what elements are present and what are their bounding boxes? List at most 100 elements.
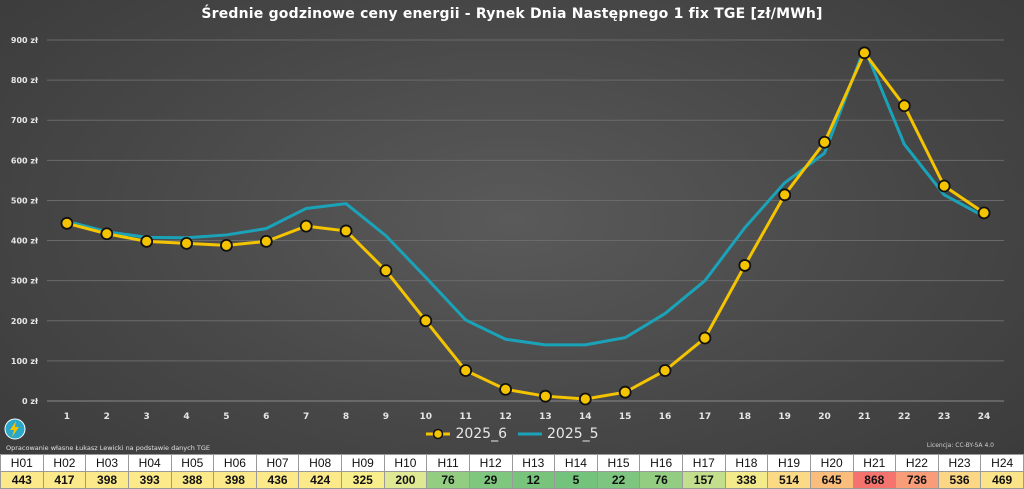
hour-header-cell: H24 <box>980 454 1024 472</box>
y-tick-label: 500 zł <box>11 196 39 205</box>
hour-value-cell: 645 <box>809 471 854 489</box>
data-point-series-1 <box>459 364 473 377</box>
hour-value-cell: 417 <box>42 471 87 489</box>
hour-header-cell: H15 <box>596 454 641 472</box>
series-line-2 <box>66 46 985 347</box>
hour-value-cell: 393 <box>127 471 172 489</box>
y-tick-label: 600 zł <box>11 156 39 165</box>
data-point-series-1 <box>140 234 154 248</box>
data-point-series-1 <box>299 219 313 233</box>
hour-header-cell: H19 <box>767 454 811 472</box>
hour-header-cell: H09 <box>341 454 385 472</box>
hour-header-cell: H17 <box>682 454 726 472</box>
x-axis-ticks: 1 2 3 4 5 6 7 8 9 10 11 12 13 14 15 16 17 18 19 20 21 22 23 24 <box>64 412 991 422</box>
data-point-series-1 <box>818 135 831 149</box>
x-tick-label: 12 <box>499 412 512 422</box>
hour-header-row: H01 H02 H03 H04 H05 H06 H07 H08 H09 H10 H11 H12 H13 H… <box>0 454 1024 472</box>
data-point-series-1 <box>339 224 353 238</box>
data-point-series-1 <box>738 259 752 272</box>
hour-header-cell: H05 <box>170 454 215 472</box>
y-tick-label: 100 zł <box>11 357 39 366</box>
x-tick-label: 16 <box>659 412 672 422</box>
series-line-1 <box>66 51 985 401</box>
hour-value-cell: 398 <box>213 471 257 489</box>
x-tick-label: 11 <box>459 412 472 422</box>
x-tick-label: 24 <box>978 412 991 422</box>
data-point-series-1 <box>539 389 552 403</box>
x-tick-label: 2 <box>104 412 110 422</box>
hour-header-cell: H01 <box>0 454 44 472</box>
y-tick-label: 700 zł <box>11 116 39 125</box>
y-tick-label: 900 zł <box>11 36 39 45</box>
license-text: Licencja: CC-BY-SA 4.0 <box>926 442 994 449</box>
data-point-series-1 <box>180 236 193 250</box>
hour-header-cell: H21 <box>852 454 897 472</box>
legend: 2025_6 2025_5 <box>0 426 1024 442</box>
hour-value-cell: 443 <box>0 471 44 489</box>
x-tick-label: 5 <box>223 412 229 422</box>
x-tick-label: 18 <box>739 412 752 422</box>
legend-swatch-series-2 <box>518 432 542 436</box>
x-tick-label: 6 <box>263 412 269 422</box>
data-point-series-1 <box>897 99 911 113</box>
hour-header-cell: H10 <box>383 454 428 472</box>
y-tick-label: 300 zł <box>11 277 39 286</box>
hour-value-cell: 76 <box>426 471 470 489</box>
x-tick-label: 3 <box>144 412 150 422</box>
hour-value-cell: 398 <box>85 471 129 489</box>
hour-value-cell: 469 <box>980 471 1024 489</box>
x-tick-label: 17 <box>699 412 712 422</box>
hour-value-cell: 424 <box>298 471 342 489</box>
x-tick-label: 10 <box>420 412 433 422</box>
x-tick-label: 23 <box>938 412 951 422</box>
y-tick-label: 400 zł <box>11 237 39 246</box>
hour-value-cell: 325 <box>341 471 385 489</box>
x-tick-label: 13 <box>539 412 552 422</box>
x-tick-label: 19 <box>778 412 791 422</box>
data-point-series-1 <box>379 264 393 278</box>
hour-value-cell: 536 <box>937 471 982 489</box>
data-point-series-1 <box>698 331 712 345</box>
y-tick-label: 0 zł <box>22 397 39 406</box>
hour-value-cell: 736 <box>895 471 939 489</box>
lightning-logo-icon <box>4 418 26 440</box>
x-tick-label: 14 <box>579 412 592 422</box>
hour-value-cell: 157 <box>682 471 726 489</box>
hour-header-cell: H23 <box>937 454 982 472</box>
y-tick-label: 800 zł <box>11 76 39 85</box>
hour-header-cell: H13 <box>511 454 556 472</box>
series-layer <box>60 46 991 406</box>
hour-value-cell: 514 <box>767 471 811 489</box>
hour-value-row: 443 417 398 393 388 398 436 424 325 200 76 29 12 5 22 7… <box>0 471 1024 489</box>
hour-value-cell: 436 <box>255 471 300 489</box>
x-tick-label: 4 <box>183 412 189 422</box>
hour-header-cell: H16 <box>639 454 683 472</box>
gridlines <box>47 39 1004 402</box>
hour-value-cell: 5 <box>554 471 598 489</box>
legend-item-series-2: 2025_5 <box>517 426 599 442</box>
hour-header-cell: H06 <box>213 454 257 472</box>
hour-value-cell: 12 <box>511 471 556 489</box>
hour-header-cell: H14 <box>554 454 598 472</box>
data-point-series-1 <box>658 364 672 377</box>
hour-value-cell: 868 <box>852 471 897 489</box>
x-tick-label: 15 <box>619 412 632 422</box>
credit-text: Opracowanie własne Łukasz Lewicki na pod… <box>6 444 211 452</box>
x-tick-label: 21 <box>858 412 871 422</box>
data-point-series-1 <box>618 385 632 399</box>
data-point-series-1 <box>100 227 114 241</box>
hour-header-cell: H20 <box>809 454 854 472</box>
hourly-price-table: H01 H02 H03 H04 H05 H06 H07 H08 H09 H10 H11 H12 H13 H… <box>0 454 1024 489</box>
legend-label-series-1: 2025_6 <box>455 426 507 442</box>
hour-header-cell: H22 <box>895 454 939 472</box>
x-tick-label: 20 <box>818 412 831 422</box>
data-point-series-1 <box>220 238 233 252</box>
hour-header-cell: H02 <box>42 454 87 472</box>
data-point-series-1 <box>578 392 592 406</box>
hour-header-cell: H12 <box>468 454 513 472</box>
x-tick-label: 1 <box>64 412 70 422</box>
x-tick-label: 22 <box>898 412 911 422</box>
hour-value-cell: 338 <box>724 471 769 489</box>
data-point-series-1 <box>937 179 951 193</box>
data-point-series-1 <box>858 46 871 60</box>
